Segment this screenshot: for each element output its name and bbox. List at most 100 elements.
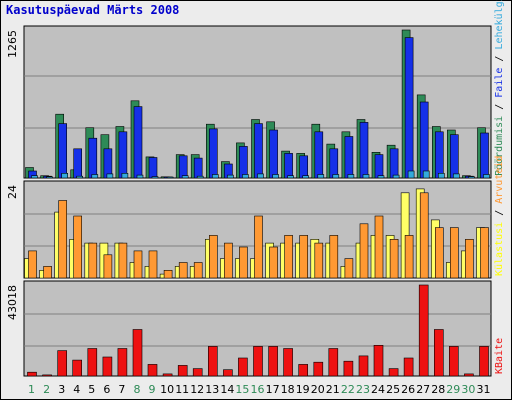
bar-top-lehekülgi-day-9 <box>148 157 158 179</box>
bar-top-lehekülgi-day-19 <box>299 155 309 179</box>
bar-top-faile-day-19 <box>302 175 310 179</box>
bar-bottom-kbaite-day-29 <box>448 346 459 377</box>
bar-middle-kasutajaid-day-27 <box>419 192 429 279</box>
x-tick-label-day-9: 9 <box>149 383 156 396</box>
bar-middle-kasutajaid-day-7 <box>118 242 128 279</box>
legend-separator: / <box>494 98 505 116</box>
bar-top-faile-day-8 <box>136 174 144 179</box>
x-tick-label-day-19: 19 <box>296 383 310 396</box>
legend-entry-kbaite: KBaite <box>494 338 505 374</box>
bar-middle-kasutajaid-day-26 <box>404 235 414 279</box>
bar-middle-kasutajaid-day-15 <box>239 246 248 279</box>
bar-top-lehekülgi-day-18 <box>284 153 293 179</box>
bar-middle-kasutajaid-day-17 <box>269 246 278 279</box>
legend-entry-külastusi: Külastusi <box>494 222 505 276</box>
bar-top-faile-day-5 <box>91 174 99 179</box>
bar-middle-kasutajaid-day-29 <box>449 227 459 279</box>
bar-middle-kasutajaid-day-20 <box>314 242 324 279</box>
x-tick-label-day-15: 15 <box>235 383 249 396</box>
bar-top-faile-day-2 <box>46 176 53 179</box>
bar-middle-kasutajaid-day-24 <box>374 215 384 279</box>
x-tick-label-day-5: 5 <box>88 383 95 396</box>
x-tick-label-day-17: 17 <box>266 383 280 396</box>
bar-top-faile-day-4 <box>76 175 83 179</box>
bar-top-faile-day-11 <box>181 175 189 179</box>
bar-top-faile-day-1 <box>31 175 38 179</box>
x-tick-label-day-1: 1 <box>28 383 35 396</box>
bar-top-lehekülgi-day-22 <box>344 136 354 179</box>
bar-middle-kasutajaid-day-31 <box>480 227 489 279</box>
x-tick-label-day-30: 30 <box>461 383 475 396</box>
bar-top-lehekülgi-day-27 <box>419 101 429 179</box>
bar-bottom-kbaite-day-24 <box>373 344 384 377</box>
right-legend-top: Pöördumisi / Faile / Lehekülgi <box>494 0 505 176</box>
bar-middle-kasutajaid-day-12 <box>193 262 203 279</box>
y-max-label-middle: 24 <box>6 185 19 199</box>
legend-entry-lehekülgi: Lehekülgi <box>494 0 505 50</box>
bar-bottom-kbaite-day-2 <box>42 374 52 377</box>
bar-top-faile-day-21 <box>332 174 340 179</box>
bar-top-lehekülgi-day-26 <box>404 37 414 179</box>
bar-bottom-kbaite-day-13 <box>208 346 218 377</box>
x-tick-label-day-23: 23 <box>356 383 370 396</box>
bar-top-faile-day-16 <box>257 173 264 179</box>
bar-top-faile-day-3 <box>61 173 69 179</box>
bar-middle-kasutajaid-day-11 <box>178 262 188 279</box>
bar-bottom-kbaite-day-16 <box>253 346 263 377</box>
bar-middle-kasutajaid-day-16 <box>254 215 263 279</box>
legend-separator: / <box>494 50 505 68</box>
x-tick-label-day-6: 6 <box>103 383 110 396</box>
x-tick-label-day-4: 4 <box>73 383 80 396</box>
bar-middle-kasutajaid-day-28 <box>434 227 444 279</box>
bar-middle-kasutajaid-day-14 <box>224 242 233 279</box>
x-tick-label-day-2: 2 <box>43 383 50 396</box>
bar-top-lehekülgi-day-4 <box>73 148 82 179</box>
x-tick-label-day-3: 3 <box>58 383 65 396</box>
bar-bottom-kbaite-day-15 <box>238 357 248 377</box>
bar-middle-kasutajaid-day-13 <box>209 235 218 279</box>
bar-middle-kasutajaid-day-25 <box>389 239 399 279</box>
x-tick-label-day-10: 10 <box>160 383 174 396</box>
bar-bottom-kbaite-day-7 <box>117 348 128 377</box>
bar-bottom-kbaite-day-20 <box>313 361 324 377</box>
bar-middle-kasutajaid-day-3 <box>58 200 68 279</box>
y-max-label-bottom: 43018 <box>6 285 19 320</box>
bar-top-faile-day-14 <box>227 174 234 179</box>
x-tick-label-day-20: 20 <box>311 383 325 396</box>
x-tick-label-day-21: 21 <box>326 383 340 396</box>
bar-top-lehekülgi-day-17 <box>269 129 278 179</box>
x-tick-label-day-14: 14 <box>220 383 234 396</box>
bar-top-faile-day-27 <box>422 170 430 179</box>
bar-top-lehekülgi-day-23 <box>359 122 369 179</box>
x-tick-label-day-25: 25 <box>386 383 400 396</box>
bar-bottom-kbaite-day-28 <box>433 329 444 377</box>
bar-top-lehekülgi-day-13 <box>209 128 218 179</box>
bar-middle-kasutajaid-day-19 <box>299 235 309 279</box>
bar-bottom-kbaite-day-5 <box>87 348 98 377</box>
x-tick-label-day-26: 26 <box>401 383 415 396</box>
bar-top-faile-day-26 <box>407 170 415 179</box>
bar-bottom-kbaite-day-14 <box>223 369 233 377</box>
bar-bottom-kbaite-day-1 <box>27 371 37 377</box>
bar-top-lehekülgi-day-15 <box>239 146 248 179</box>
bar-top-faile-day-31 <box>483 174 490 179</box>
legend-entry-arvuteid: Arvuteid <box>494 156 505 204</box>
legend-entry-pöördumisi: Pöördumisi <box>494 116 505 176</box>
x-tick-label-day-24: 24 <box>371 383 385 396</box>
x-tick-label-day-28: 28 <box>431 383 445 396</box>
bar-top-faile-day-23 <box>362 174 370 179</box>
bar-bottom-kbaite-day-30 <box>464 373 474 377</box>
x-tick-label-day-7: 7 <box>118 383 125 396</box>
bar-top-faile-day-20 <box>317 174 325 179</box>
bar-top-lehekülgi-day-29 <box>449 134 459 179</box>
legend-separator: / <box>494 204 505 222</box>
bar-top-faile-day-25 <box>392 174 400 179</box>
bar-top-faile-day-13 <box>212 174 219 179</box>
bar-top-faile-day-12 <box>196 175 204 179</box>
bar-top-faile-day-24 <box>377 175 385 179</box>
bar-middle-kasutajaid-day-18 <box>284 235 293 279</box>
bar-bottom-kbaite-day-25 <box>388 368 399 377</box>
bar-middle-kasutajaid-day-6 <box>103 254 113 279</box>
bar-middle-kasutajaid-day-1 <box>28 250 37 279</box>
x-tick-label-day-22: 22 <box>341 383 355 396</box>
